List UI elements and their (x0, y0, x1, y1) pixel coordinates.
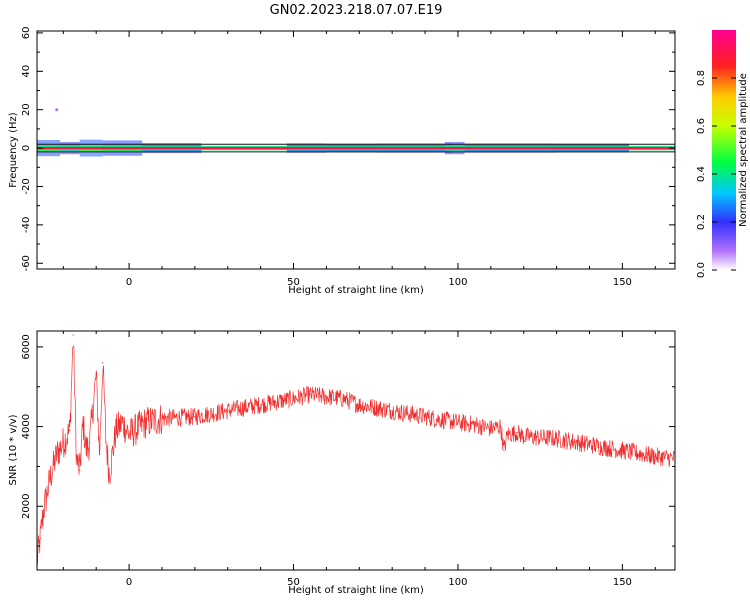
snr-point (358, 404, 360, 406)
y-tick-label: -20 (21, 178, 32, 194)
snr-point (49, 477, 51, 479)
snr-point (325, 396, 328, 398)
snr-point (506, 433, 508, 436)
colorbar-tick-label: 0.6 (696, 118, 707, 134)
colorbar-label: Normalized spectral amplitude (738, 73, 749, 227)
snr-point (144, 422, 147, 424)
snr-point (79, 469, 81, 472)
spectrogram-ylabel: Frequency (Hz) (8, 112, 19, 188)
colorbar: 0.0 0.2 0.4 0.6 0.8 Normalized spectral ampl… (696, 30, 749, 278)
snr-point (424, 416, 426, 418)
y-tick-label: 40 (21, 65, 32, 78)
y-tick-label: 0 (21, 145, 32, 151)
snr-ylabel: SNR (10 * v/v) (8, 414, 19, 485)
y-tick-label: 6000 (21, 334, 32, 359)
snr-point (457, 422, 459, 424)
snr-point (473, 424, 475, 426)
snr-point (654, 455, 656, 458)
snr-point (115, 429, 117, 432)
y-tick-label: -40 (21, 217, 32, 233)
y-tick-label: 4000 (21, 414, 32, 439)
snr-ticks: 0 50 100 150 2000 4000 6000 (21, 331, 675, 588)
snr-point (95, 374, 97, 376)
snr-point (342, 398, 344, 400)
colorbar-tick-label: 0.4 (696, 166, 707, 182)
snr-point (75, 457, 78, 460)
chart-title: GN02.2023.218.07.07.E19 (270, 3, 443, 18)
snr-point (194, 416, 196, 418)
x-tick-label: 150 (613, 277, 632, 288)
x-tick-label: 50 (287, 277, 300, 288)
snr-series-line (37, 344, 675, 566)
x-tick-label: 50 (287, 577, 300, 588)
snr-point (102, 362, 104, 364)
snr-point (82, 422, 84, 424)
snr-point (161, 418, 163, 420)
snr-point (85, 449, 87, 452)
snr-point (46, 493, 48, 495)
snr-point (108, 473, 110, 475)
snr-point (105, 441, 107, 444)
snr-point (588, 443, 591, 446)
y-tick-label: 60 (21, 27, 32, 40)
snr-point (89, 441, 91, 444)
snr-point (98, 453, 101, 456)
y-tick-label: -60 (21, 255, 32, 271)
x-tick-label: 0 (126, 577, 132, 588)
x-tick-label: 150 (613, 577, 632, 588)
spectrogram-panel: 0 50 100 150 -60 -40 -20 0 20 40 60 Height of stra… (8, 27, 676, 296)
y-tick-label: 20 (21, 103, 32, 116)
spectrogram-marks (37, 108, 675, 157)
snr-point (490, 427, 492, 430)
snr-point (72, 334, 74, 336)
x-tick-label: 0 (126, 277, 132, 288)
snr-point (39, 537, 41, 539)
snr-frame (36, 330, 676, 571)
snr-point (260, 404, 262, 406)
snr-xlabel: Height of straight line (km) (288, 585, 424, 596)
colorbar-ticks: 0.0 0.2 0.4 0.6 0.8 (696, 70, 736, 278)
snr-point (128, 433, 130, 436)
ridge-line (37, 146, 675, 150)
snr-point (556, 437, 558, 440)
snr-point (516, 431, 518, 434)
snr-point (227, 410, 229, 412)
snr-panel: 0 50 100 150 2000 4000 6000 Height of straight… (8, 330, 676, 596)
spectrogram-ticks: 0 50 100 150 -60 -40 -20 0 20 40 60 (21, 27, 675, 288)
snr-point (503, 449, 505, 452)
snr-point (62, 441, 64, 444)
snr-point (621, 449, 623, 452)
snr-point (292, 398, 295, 400)
colorbar-tick-label: 0.2 (696, 214, 707, 230)
snr-point (391, 410, 393, 412)
spectrogram-xlabel: Height of straight line (km) (288, 285, 424, 296)
spectral-speck (55, 108, 59, 112)
snr-point (309, 394, 311, 396)
snr-marks (37, 334, 675, 566)
x-tick-label: 100 (448, 277, 467, 288)
colorbar-gradient (712, 30, 736, 270)
x-tick-label: 100 (448, 577, 467, 588)
y-tick-label: 2000 (21, 494, 32, 519)
snr-point (523, 435, 525, 438)
snr-point (56, 453, 58, 456)
snr-point (121, 422, 124, 424)
colorbar-tick-label: 0.8 (696, 70, 707, 86)
snr-point (69, 429, 71, 432)
colorbar-tick-label: 0.0 (696, 262, 707, 278)
snr-point (42, 509, 45, 511)
spectrogram-frame (36, 30, 676, 270)
snr-point (500, 426, 502, 428)
